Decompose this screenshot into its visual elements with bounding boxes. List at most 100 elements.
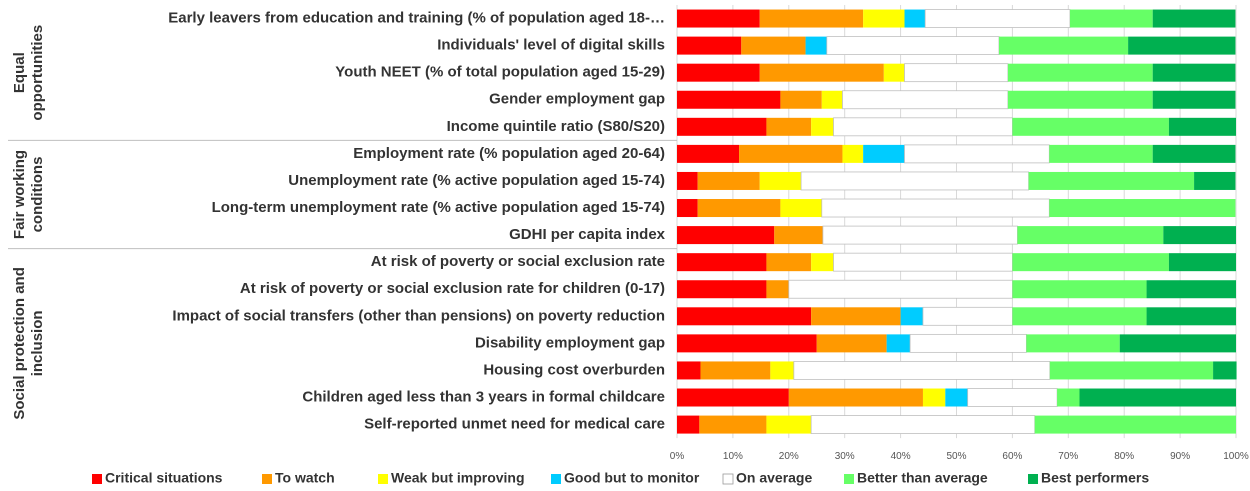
bar-segment xyxy=(766,253,812,272)
bar-segment xyxy=(811,307,901,326)
category-label: Gender employment gap xyxy=(489,91,665,108)
category-label: Unemployment rate (% active population a… xyxy=(288,172,665,189)
bar-segment xyxy=(677,171,698,190)
bar-segment xyxy=(1012,280,1147,299)
legend-label: On average xyxy=(736,470,812,486)
category-label: GDHI per capita index xyxy=(509,226,666,243)
bar-segment xyxy=(904,144,1050,164)
legend-label: Better than average xyxy=(857,470,988,486)
bar-segment xyxy=(677,90,781,109)
bar-segment xyxy=(924,9,1071,28)
category-label: Income quintile ratio (S80/S20) xyxy=(447,118,665,135)
legend-label: Best performers xyxy=(1041,470,1149,486)
group-label: conditions xyxy=(29,157,46,233)
bar-segment xyxy=(822,225,1018,245)
bar-segment xyxy=(998,36,1129,55)
bar-segment xyxy=(1012,117,1169,136)
category-label: At risk of poverty or social exclusion r… xyxy=(240,280,665,297)
bar-segment xyxy=(780,199,822,218)
legend-swatch xyxy=(92,474,102,484)
bar-segment xyxy=(697,171,760,190)
bar-segment xyxy=(1152,63,1236,82)
bar-segment xyxy=(766,280,789,299)
category-label: Youth NEET (% of total population aged 1… xyxy=(335,64,665,81)
x-tick-label: 60% xyxy=(1002,451,1022,462)
x-tick-label: 100% xyxy=(1223,451,1249,462)
bar-segment xyxy=(1146,307,1236,326)
bar-segment xyxy=(788,388,923,407)
category-label: Employment rate (% population aged 20-64… xyxy=(353,145,665,162)
legend-swatch xyxy=(262,474,272,484)
group-label: Social protection and xyxy=(11,267,28,420)
bar-segment xyxy=(1146,280,1236,299)
bar-segment xyxy=(677,226,775,245)
group-label: Fair working xyxy=(11,150,28,239)
x-tick-label: 50% xyxy=(946,451,966,462)
bar-segment xyxy=(1028,171,1195,190)
bar-segment xyxy=(826,36,1000,56)
bar-segment xyxy=(741,36,806,55)
bar-segment xyxy=(922,388,946,407)
bar-segment xyxy=(677,361,701,380)
bar-segment xyxy=(1119,334,1236,353)
x-tick-label: 10% xyxy=(723,451,743,462)
x-tick-label: 0% xyxy=(670,451,685,462)
bar-segment xyxy=(800,171,1030,191)
bar-segment xyxy=(1034,415,1236,434)
bar-segment xyxy=(780,90,822,109)
bar-segment xyxy=(842,144,864,163)
legend-swatch xyxy=(722,473,734,485)
bar-segment xyxy=(739,144,843,163)
category-label: Disability employment gap xyxy=(475,334,665,351)
bar-segment xyxy=(909,333,1027,353)
category-label: Individuals' level of digital skills xyxy=(437,37,665,54)
bar-segment xyxy=(677,36,742,55)
bar-segment xyxy=(1163,226,1236,245)
bar-segment xyxy=(677,334,817,353)
bar-segment xyxy=(816,334,887,353)
category-label: Early leavers from education and trainin… xyxy=(168,10,665,27)
category-label: Impact of social transfers (other than p… xyxy=(172,307,665,324)
bar-segment xyxy=(811,117,834,136)
bar-segment xyxy=(677,9,760,28)
group-label: Equal xyxy=(11,52,28,93)
bar-segment xyxy=(863,9,905,28)
bar-segment xyxy=(677,144,740,163)
bar-segment xyxy=(833,252,1013,272)
bar-segment xyxy=(677,199,698,218)
category-label: Long-term unemployment rate (% active po… xyxy=(212,199,665,216)
bar-segment xyxy=(1026,334,1120,353)
bar-segment xyxy=(1017,226,1164,245)
bar-segment xyxy=(1168,253,1236,272)
bar-segment xyxy=(759,9,864,28)
bar-segment xyxy=(1007,63,1153,82)
x-tick-label: 70% xyxy=(1058,451,1078,462)
bar-segment xyxy=(759,63,884,82)
legend-swatch xyxy=(378,474,388,484)
bar-segment xyxy=(833,117,1013,137)
x-tick-label: 30% xyxy=(835,451,855,462)
x-tick-label: 40% xyxy=(891,451,911,462)
bar-segment xyxy=(770,361,794,380)
bar-segment xyxy=(677,388,789,407)
bar-segment xyxy=(1069,9,1153,28)
bar-segment xyxy=(677,280,767,299)
x-tick-label: 20% xyxy=(779,451,799,462)
group-label: opportunities xyxy=(29,25,46,121)
bar-segment xyxy=(788,279,1013,299)
bar-segment xyxy=(1152,144,1236,163)
bar-segment xyxy=(1012,307,1147,326)
legend-label: To watch xyxy=(275,470,335,486)
category-label: Self-reported unmet need for medical car… xyxy=(364,416,665,433)
legend-label: Good but to monitor xyxy=(564,470,700,486)
bar-segment xyxy=(1152,9,1236,28)
category-label: At risk of poverty or social exclusion r… xyxy=(371,253,665,270)
bar-segment xyxy=(904,9,926,28)
bar-segment xyxy=(677,253,767,272)
x-tick-label: 80% xyxy=(1114,451,1134,462)
legend-swatch xyxy=(551,474,561,484)
bar-segment xyxy=(766,117,812,136)
bar-segment xyxy=(766,415,812,434)
bar-segment xyxy=(967,388,1058,407)
